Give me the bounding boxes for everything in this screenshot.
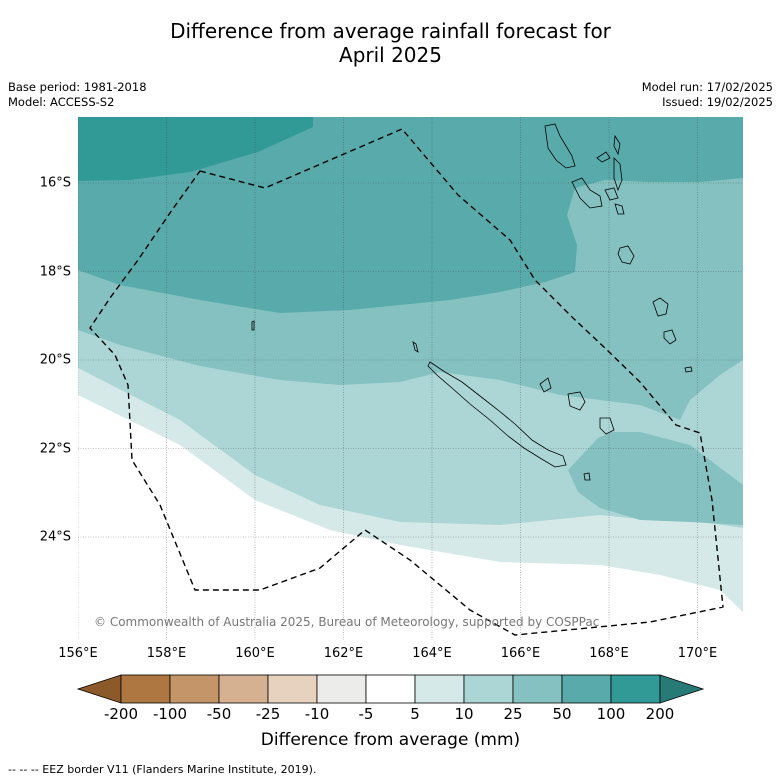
new-caledonia-island	[427, 361, 567, 468]
colorbar-swatch	[463, 674, 514, 704]
colorbar-swatch	[512, 674, 563, 704]
x-tick-label: 168°E	[589, 646, 629, 661]
vanuatu-island-10	[663, 329, 677, 345]
colorbar-tick-label: 100	[596, 705, 626, 723]
y-tick-label: 18°S	[39, 264, 71, 279]
title-line-1: Difference from average rainfall forecas…	[170, 19, 611, 43]
colorbar-tick-label: -100	[152, 705, 188, 723]
colorbar-swatch	[218, 674, 269, 704]
colorbar-swatch	[169, 674, 220, 704]
x-tick-label: 158°E	[146, 646, 187, 661]
vanuatu-island-4	[571, 177, 603, 209]
colorbar-tick-label: -10	[304, 705, 330, 723]
colorbar-swatch	[316, 674, 367, 704]
colorbar-tick-label: 25	[503, 705, 523, 723]
colorbar-swatch	[561, 674, 612, 704]
x-tick-label: 164°E	[412, 646, 452, 661]
islet-2	[583, 472, 591, 481]
model-name: Model: ACCESS-S2	[8, 95, 115, 109]
y-tick-label: 22°S	[39, 441, 71, 456]
x-tick-label: 166°E	[500, 646, 541, 661]
colorbar-tick-label: 10	[454, 705, 474, 723]
colorbar-tick-label: -25	[255, 705, 281, 723]
colorbar-tick-label: 5	[410, 705, 420, 723]
vanuatu-island-7	[614, 203, 625, 215]
vanuatu-island-1	[544, 123, 576, 169]
islet-3	[412, 341, 419, 353]
meta-right: Model run: 17/02/2025 Issued: 19/02/2025	[642, 80, 773, 110]
land-masses	[251, 123, 693, 481]
gridlines	[78, 117, 743, 640]
colorbar-title: Difference from average (mm)	[260, 730, 521, 750]
y-tick-label: 24°S	[39, 529, 71, 545]
vanuatu-island-9	[652, 297, 669, 317]
y-tick-label: 20°S	[39, 352, 71, 368]
loyalty-island-3	[599, 417, 615, 435]
x-tick-label: 160°E	[235, 646, 275, 661]
colorbar-swatch	[120, 674, 171, 704]
band-100-200	[78, 117, 313, 181]
y-tick-label: 16°S	[39, 175, 71, 191]
x-tick-label: 170°E	[677, 646, 718, 661]
islet-1	[251, 320, 255, 331]
band-50-100	[78, 117, 743, 313]
colorbar-tick-label: -200	[103, 705, 139, 723]
colorbar-swatch	[610, 674, 661, 704]
issued-date: Issued: 19/02/2025	[662, 95, 773, 109]
eez-border	[89, 128, 724, 636]
chart-title: Difference from average rainfall forecas…	[0, 19, 781, 67]
colorbar-extend-low	[76, 674, 122, 704]
colorbar-tick-label: -5	[358, 705, 374, 723]
vanuatu-island-3	[596, 151, 611, 163]
base-period: Base period: 1981-2018	[8, 80, 147, 94]
colorbar-swatch	[414, 674, 465, 704]
colorbar	[76, 674, 705, 704]
model-run: Model run: 17/02/2025	[641, 80, 773, 94]
vanuatu-island-11	[684, 366, 693, 373]
colorbar-swatch	[365, 674, 416, 704]
x-tick-label: 156°E	[58, 646, 98, 661]
meta-left: Base period: 1981-2018 Model: ACCESS-S2	[8, 80, 147, 110]
colorbar-tick-label: -50	[206, 705, 232, 723]
colorbar-extend-high	[659, 674, 705, 704]
colorbar-tick-label: 200	[645, 705, 675, 723]
colorbar-tick-label: 50	[552, 705, 572, 723]
vanuatu-island-2	[613, 134, 621, 156]
contour-fills: © Commonwealth of Australia 2025, Bureau…	[78, 117, 743, 640]
x-tick-label: 162°E	[323, 646, 364, 661]
loyalty-island-2	[567, 391, 586, 411]
loyalty-island-1	[539, 377, 552, 393]
vanuatu-island-8	[617, 245, 635, 265]
band-25-50-east	[568, 432, 743, 525]
title-line-2: April 2025	[339, 43, 442, 67]
vanuatu-island-6	[604, 187, 619, 201]
copyright-text: © Commonwealth of Australia 2025, Bureau…	[94, 615, 599, 629]
vanuatu-island-5	[613, 157, 623, 192]
footer-note: -- -- -- EEZ border V11 (Flanders Marine…	[8, 763, 317, 776]
colorbar-swatch	[267, 674, 318, 704]
